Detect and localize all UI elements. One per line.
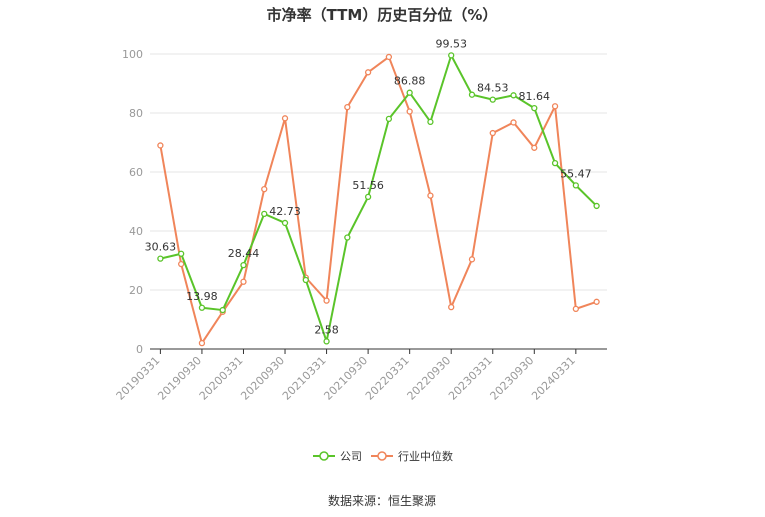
data-point[interactable] <box>302 276 309 284</box>
x-tick-label: 20230331 <box>446 354 495 403</box>
data-point[interactable] <box>510 92 517 99</box>
data-point[interactable] <box>344 103 351 111</box>
data-point[interactable] <box>448 303 455 311</box>
data-point[interactable] <box>489 129 496 137</box>
data-label: 81.64 <box>519 90 551 103</box>
legend-label: 行业中位数 <box>398 449 453 463</box>
data-point[interactable] <box>551 103 559 110</box>
data-point[interactable] <box>364 193 372 201</box>
data-point[interactable] <box>448 52 455 59</box>
y-tick-label: 40 <box>129 225 143 238</box>
data-point[interactable] <box>468 256 476 263</box>
data-point[interactable] <box>551 159 559 167</box>
data-point[interactable] <box>178 250 185 257</box>
chart-title: 市净率（TTM）历史百分位（%） <box>267 6 498 24</box>
x-tick-label: 20220331 <box>363 354 412 403</box>
x-tick-label: 20210331 <box>280 354 329 403</box>
data-point[interactable] <box>572 305 579 313</box>
data-point[interactable] <box>531 105 538 112</box>
data-point[interactable] <box>198 339 206 347</box>
data-point[interactable] <box>593 202 600 210</box>
x-tick-label: 20190331 <box>114 354 163 403</box>
data-point[interactable] <box>198 304 206 311</box>
data-point[interactable] <box>531 144 538 151</box>
data-label: 55.47 <box>560 167 592 180</box>
data-point[interactable] <box>489 96 496 103</box>
x-tick-label: 20190930 <box>155 354 204 403</box>
grid <box>150 53 607 291</box>
data-point[interactable] <box>572 182 579 189</box>
series-line <box>159 55 597 345</box>
data-label: 99.53 <box>435 37 467 50</box>
data-point[interactable] <box>323 297 330 304</box>
y-tick-label: 80 <box>129 107 143 120</box>
data-point[interactable] <box>281 219 289 227</box>
data-label: 2.58 <box>314 323 339 336</box>
data-label: 13.98 <box>186 290 218 303</box>
data-label: 28.44 <box>228 247 260 260</box>
y-tick-label: 0 <box>136 343 143 356</box>
data-labels: 30.63 13.98 28.44 42.73 2.58 51.56 86.88 99.53 8… <box>145 37 592 336</box>
data-point[interactable] <box>344 234 351 241</box>
data-point[interactable] <box>385 115 393 123</box>
data-point[interactable] <box>157 255 164 262</box>
data-label: 84.53 <box>477 82 509 95</box>
x-tick-label: 20200930 <box>238 354 287 403</box>
legend[interactable]: 公司 行业中位数 <box>313 449 453 463</box>
data-point[interactable] <box>281 115 289 122</box>
data-point[interactable] <box>427 192 434 199</box>
data-label: 30.63 <box>145 241 177 254</box>
series-0 <box>157 52 600 345</box>
data-point[interactable] <box>364 69 372 76</box>
y-tick-label: 20 <box>129 284 143 297</box>
data-label: 51.56 <box>352 179 384 192</box>
data-point[interactable] <box>593 298 600 305</box>
data-label: 86.88 <box>394 75 426 88</box>
x-tick-label: 20200331 <box>197 354 246 403</box>
data-point[interactable] <box>510 119 517 126</box>
data-point[interactable] <box>427 118 434 125</box>
data-point[interactable] <box>240 261 247 269</box>
data-point[interactable] <box>240 278 247 285</box>
data-point[interactable] <box>468 91 476 98</box>
x-tick-label: 20230930 <box>488 354 537 403</box>
data-point[interactable] <box>261 210 268 218</box>
series-line <box>160 54 598 343</box>
series-layer <box>157 52 600 347</box>
series-1 <box>157 53 600 347</box>
data-point[interactable] <box>385 53 393 61</box>
data-point[interactable] <box>219 306 226 314</box>
legend-item-0[interactable]: 公司 <box>313 450 362 463</box>
legend-label: 公司 <box>340 450 362 463</box>
legend-swatch-marker <box>377 451 387 461</box>
data-point[interactable] <box>406 89 413 96</box>
data-point[interactable] <box>406 108 413 115</box>
data-point[interactable] <box>157 142 164 149</box>
x-tick-label: 20240331 <box>529 354 578 403</box>
source-note: 数据来源：恒生聚源 <box>328 493 436 508</box>
x-tick-label: 20220930 <box>405 354 454 403</box>
data-label: 42.73 <box>269 205 301 218</box>
data-point[interactable] <box>178 260 185 268</box>
data-point[interactable] <box>261 185 268 193</box>
x-tick-label: 20210930 <box>321 354 370 403</box>
data-point[interactable] <box>323 338 330 345</box>
y-tick-label: 100 <box>122 48 143 61</box>
legend-swatch-marker <box>319 451 329 461</box>
y-tick-label: 60 <box>129 166 143 179</box>
legend-item-1[interactable]: 行业中位数 <box>371 449 453 463</box>
